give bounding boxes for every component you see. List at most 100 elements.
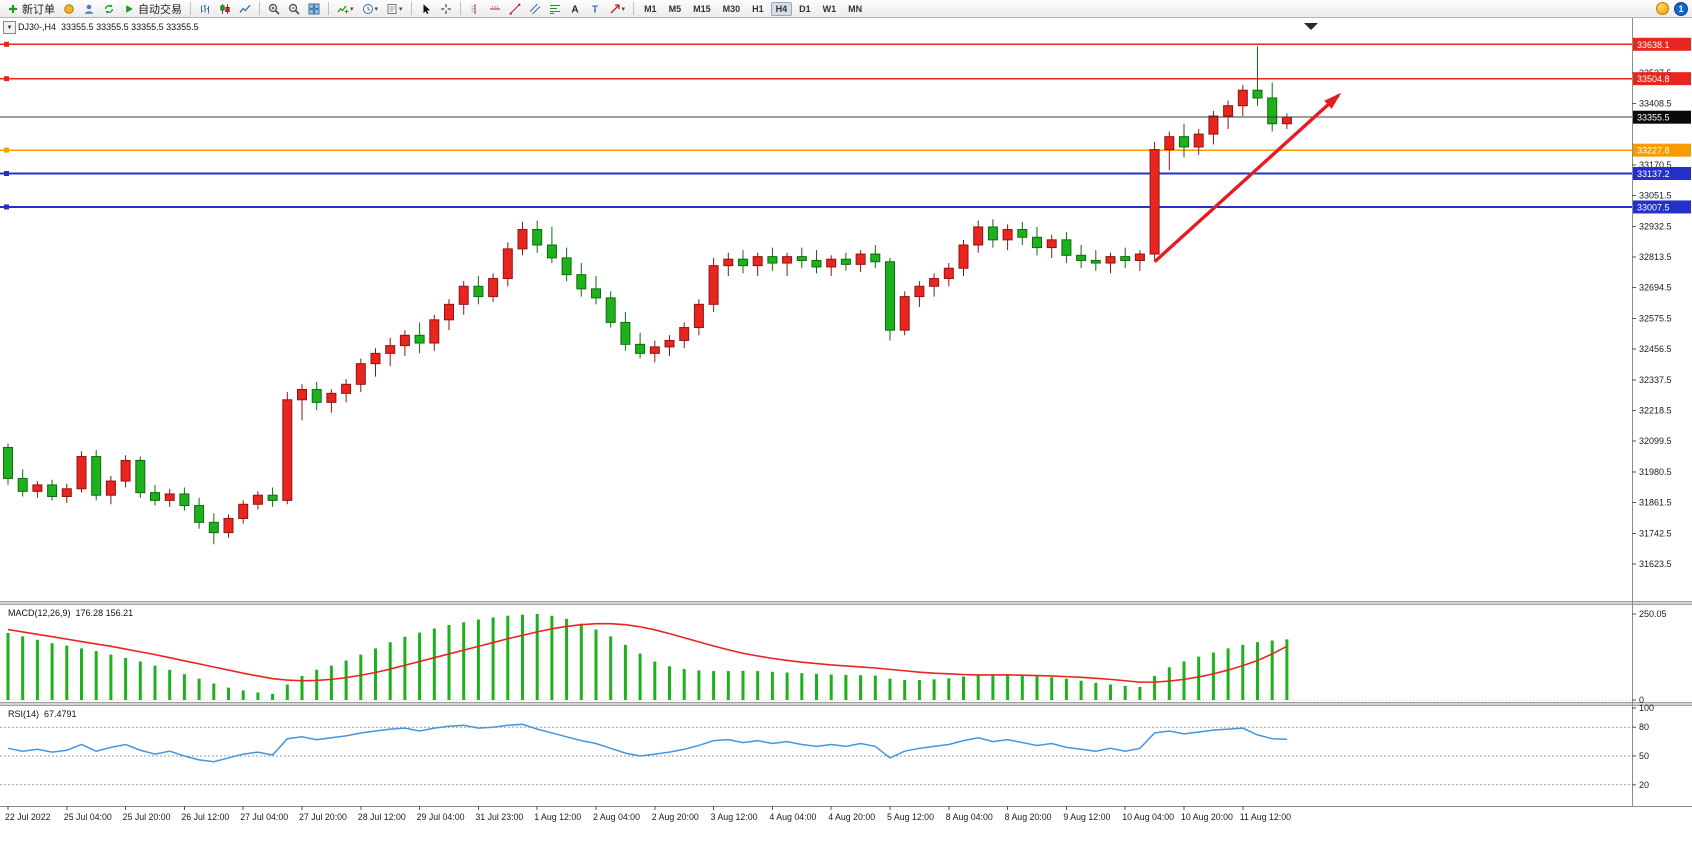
fibonacci-button[interactable]: [546, 0, 564, 18]
timeframe-d1[interactable]: D1: [799, 3, 811, 14]
candle: [47, 479, 58, 501]
arrows-icon: [610, 3, 620, 13]
panel-splitter[interactable]: [0, 702, 1692, 706]
timeframe-h1[interactable]: H1: [752, 3, 764, 14]
arrows-button[interactable]: ▾: [606, 0, 629, 18]
refresh-button[interactable]: [100, 0, 118, 18]
macd-bar: [800, 673, 804, 700]
timeframe-m1[interactable]: M1: [644, 3, 657, 14]
macd-bar: [1241, 644, 1245, 700]
indicators-button[interactable]: ▾: [334, 0, 357, 18]
macd-bar: [976, 674, 980, 700]
price-axis-label: 32694.5: [1639, 283, 1672, 293]
macd-bar: [829, 674, 833, 700]
connection-indicator-icon[interactable]: [1656, 2, 1669, 15]
candle: [723, 252, 734, 276]
timeframe-w1[interactable]: W1: [822, 3, 837, 14]
macd-bar: [1050, 677, 1054, 700]
candle: [1149, 141, 1160, 261]
horizontal-line-button[interactable]: [486, 0, 504, 18]
candle: [620, 312, 631, 351]
chart-background: [0, 18, 1692, 841]
vertical-line-button[interactable]: [466, 0, 484, 18]
chart-shift-marker[interactable]: [1304, 23, 1318, 30]
candle: [679, 322, 690, 349]
candlestick-chart-button[interactable]: [216, 0, 234, 18]
time-axis-label: 25 Jul 04:00: [64, 812, 112, 822]
horizontal-level-line[interactable]: [0, 76, 1632, 82]
candle: [517, 221, 528, 256]
timeframe-m30[interactable]: M30: [722, 3, 741, 14]
macd-bar: [109, 654, 113, 700]
crosshair-button[interactable]: [437, 0, 455, 18]
rsi-scale-label: 20: [1639, 780, 1649, 790]
new-order-button[interactable]: 新订单: [4, 0, 58, 18]
line-handle[interactable]: [4, 147, 9, 153]
zoom-out-button[interactable]: [285, 0, 303, 18]
timeframe-m15[interactable]: M15: [693, 3, 711, 14]
trend-arrow-annotation[interactable]: [1153, 92, 1342, 264]
line-handle[interactable]: [4, 204, 9, 210]
text-button[interactable]: A: [566, 0, 584, 18]
zoom-in-button[interactable]: [265, 0, 283, 18]
bar-chart-button[interactable]: [196, 0, 214, 18]
candle: [782, 252, 793, 276]
candle: [150, 484, 160, 506]
signals-button[interactable]: [60, 0, 78, 18]
candle: [238, 500, 249, 524]
timeframe-h4[interactable]: H4: [770, 1, 793, 16]
price-line-badge: 33007.5: [1633, 200, 1691, 214]
tile-windows-button[interactable]: [305, 0, 323, 18]
candle: [252, 491, 263, 510]
news-count-badge[interactable]: 1: [1674, 1, 1688, 16]
time-axis-label: 4 Aug 04:00: [769, 812, 816, 822]
autotrade-button[interactable]: 自动交易: [120, 0, 185, 18]
line-handle[interactable]: [4, 41, 9, 47]
label-button[interactable]: T: [586, 0, 604, 18]
line-handle[interactable]: [4, 76, 9, 82]
cursor-button[interactable]: [417, 0, 435, 18]
candle: [738, 250, 748, 274]
macd-bar: [932, 679, 936, 700]
horizontal-level-line[interactable]: [0, 41, 1632, 47]
candle: [105, 475, 116, 505]
macd-bar: [1079, 680, 1083, 700]
candles: [3, 46, 1292, 545]
candle: [385, 337, 396, 367]
macd-bar: [21, 636, 25, 700]
trendline-button[interactable]: [506, 0, 524, 18]
toolbar-separator: [190, 2, 191, 15]
price-axis-label: 33408.5: [1639, 99, 1672, 109]
horizontal-level-line[interactable]: [0, 147, 1632, 153]
templates-button[interactable]: ▾: [383, 0, 406, 18]
periods-button[interactable]: ▾: [359, 0, 382, 18]
time-axis-label: 27 Jul 20:00: [299, 812, 347, 822]
horizontal-level-line[interactable]: [0, 171, 1632, 177]
time-axis-label: 22 Jul 2022: [5, 812, 51, 822]
candle: [929, 273, 940, 297]
candle: [194, 497, 205, 529]
candle: [1076, 245, 1087, 269]
macd-bar: [594, 629, 598, 700]
macd-bar: [271, 693, 275, 700]
panel-splitter[interactable]: [0, 601, 1692, 605]
symbol-dropdown[interactable]: ▼: [3, 21, 16, 34]
macd-bar: [697, 670, 701, 700]
macd-bar: [1094, 682, 1098, 700]
macd-bar: [197, 678, 201, 700]
timeframe-mn[interactable]: MN: [848, 3, 863, 14]
candle: [826, 255, 837, 276]
line-chart-button[interactable]: [236, 0, 254, 18]
macd-bar: [962, 676, 965, 700]
channel-button[interactable]: [526, 0, 544, 18]
horizontal-level-line[interactable]: [0, 204, 1632, 210]
timeframe-m5[interactable]: M5: [668, 3, 682, 14]
macd-bar: [138, 661, 142, 700]
macd-bar: [668, 666, 671, 700]
community-button[interactable]: [80, 0, 98, 18]
candle: [693, 299, 704, 336]
candle: [649, 340, 660, 363]
line-handle[interactable]: [4, 171, 9, 177]
candle: [664, 335, 675, 356]
macd-bar: [1226, 648, 1230, 700]
